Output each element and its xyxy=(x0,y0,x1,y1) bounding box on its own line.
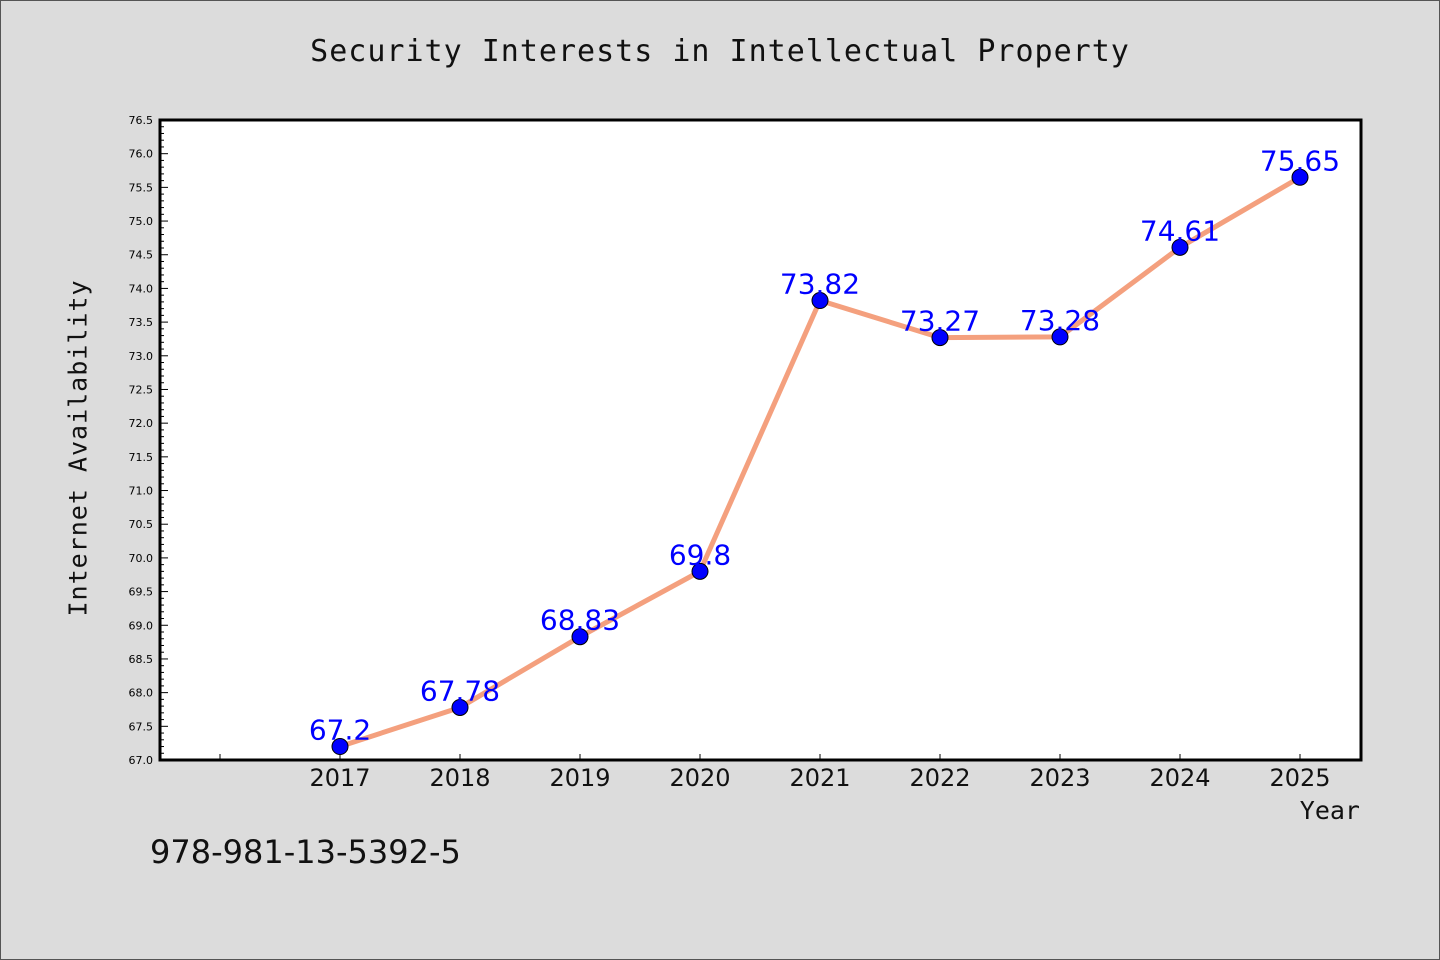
data-points xyxy=(331,168,1309,756)
data-point xyxy=(1291,168,1309,186)
x-tick-label: 2018 xyxy=(429,764,490,792)
data-point xyxy=(1051,328,1069,346)
y-axis: 67.0 67.5 68.0 68.5 69.0 69.5 70.0 70.5 71.0 71.5… xyxy=(129,114,168,767)
y-tick-label: 72.0 xyxy=(129,417,154,430)
x-tick-label: 2021 xyxy=(789,764,850,792)
data-labels: 67.2 67.78 68.83 69.8 73.82 73.27 73.28 74.61 75… xyxy=(309,144,1340,746)
y-tick-label: 68.0 xyxy=(129,687,154,700)
data-label: 67.2 xyxy=(309,714,371,747)
data-label: 74.61 xyxy=(1140,214,1220,247)
data-label: 69.8 xyxy=(669,538,731,571)
data-point xyxy=(331,738,349,756)
y-tick-label: 76.0 xyxy=(129,148,154,161)
data-label: 75.65 xyxy=(1260,144,1340,177)
y-tick-label: 67.0 xyxy=(129,754,154,767)
data-point xyxy=(571,628,589,646)
data-point xyxy=(691,562,709,580)
data-point xyxy=(451,698,469,716)
x-axis-label: Year xyxy=(1299,796,1360,825)
data-point xyxy=(1171,238,1189,256)
x-tick-label: 2024 xyxy=(1149,764,1210,792)
y-tick-label: 75.5 xyxy=(129,181,154,194)
data-point xyxy=(811,292,829,310)
y-tick-label: 67.5 xyxy=(129,720,154,733)
x-tick-label: 2025 xyxy=(1269,764,1330,792)
x-tick-label: 2020 xyxy=(669,764,730,792)
y-tick-label: 70.0 xyxy=(129,552,154,565)
data-label: 68.83 xyxy=(540,604,620,637)
y-tick-label: 71.5 xyxy=(129,451,154,464)
chart-title: Security Interests in Intellectual Prope… xyxy=(310,34,1130,69)
x-tick-label: 2017 xyxy=(309,764,370,792)
y-tick-label: 70.5 xyxy=(129,518,154,531)
x-tick-label: 2022 xyxy=(909,764,970,792)
data-label: 73.28 xyxy=(1020,304,1100,337)
x-axis: 2017 2018 2019 2020 2021 2022 2023 2024 2025 xyxy=(219,754,1331,792)
y-tick-label: 73.5 xyxy=(129,316,154,329)
x-tick-label: 2023 xyxy=(1029,764,1090,792)
data-label: 73.27 xyxy=(900,305,980,338)
y-tick-label: 76.5 xyxy=(129,114,154,127)
y-tick-label: 75.0 xyxy=(129,215,154,228)
y-tick-label: 73.0 xyxy=(129,350,154,363)
isbn-text: 978-981-13-5392-5 xyxy=(150,833,461,871)
y-tick-label: 68.5 xyxy=(129,653,154,666)
y-tick-label: 72.5 xyxy=(129,383,154,396)
data-label: 73.82 xyxy=(780,268,860,301)
x-tick-label: 2019 xyxy=(549,764,610,792)
y-tick-label: 74.0 xyxy=(129,282,154,295)
y-tick-label: 71.0 xyxy=(129,485,154,498)
y-tick-label: 74.5 xyxy=(129,249,154,262)
data-label: 67.78 xyxy=(420,674,500,707)
y-tick-label: 69.0 xyxy=(129,619,154,632)
data-point xyxy=(931,329,949,347)
y-tick-label: 69.5 xyxy=(129,586,154,599)
